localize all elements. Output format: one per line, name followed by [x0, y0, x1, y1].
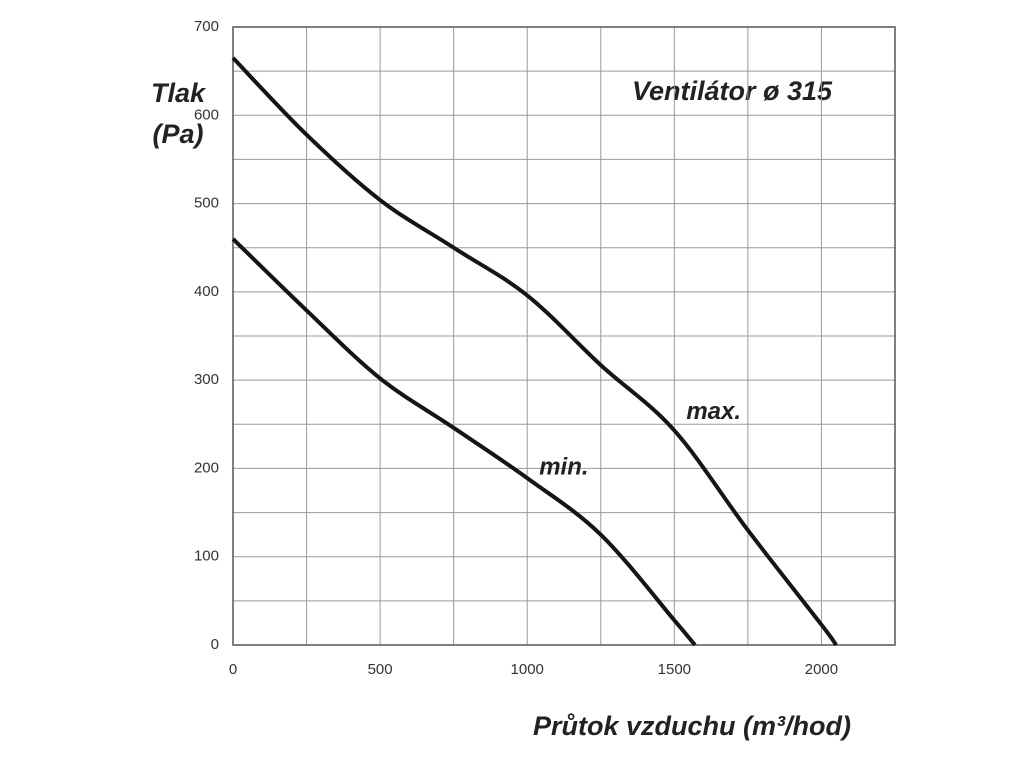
- series-label: min.: [539, 453, 588, 480]
- series-label: max.: [686, 398, 741, 425]
- plot-border: [232, 26, 896, 646]
- y-tick-label: 100: [194, 548, 219, 565]
- x-tick-label: 1000: [511, 661, 544, 678]
- y-axis-label: (Pa): [152, 119, 203, 149]
- line-series: [231, 56, 838, 647]
- line-series: [231, 237, 697, 647]
- y-tick-label: 400: [194, 283, 219, 300]
- x-axis-label: Průtok vzduchu (m³/hod): [533, 711, 851, 741]
- x-tick-label: 0: [229, 661, 237, 678]
- y-tick-label: 700: [194, 18, 219, 35]
- x-tick-label: 500: [368, 661, 393, 678]
- y-tick-label: 600: [194, 106, 219, 123]
- y-tick-label: 300: [194, 371, 219, 388]
- x-tick-label: 1500: [658, 661, 691, 678]
- y-tick-label: 200: [194, 459, 219, 476]
- x-tick-label: 2000: [805, 661, 838, 678]
- y-tick-label: 0: [211, 636, 219, 653]
- chart-title: Ventilátor ø 315: [632, 76, 833, 106]
- y-tick-label: 500: [194, 195, 219, 212]
- y-axis-label: Tlak: [151, 78, 207, 108]
